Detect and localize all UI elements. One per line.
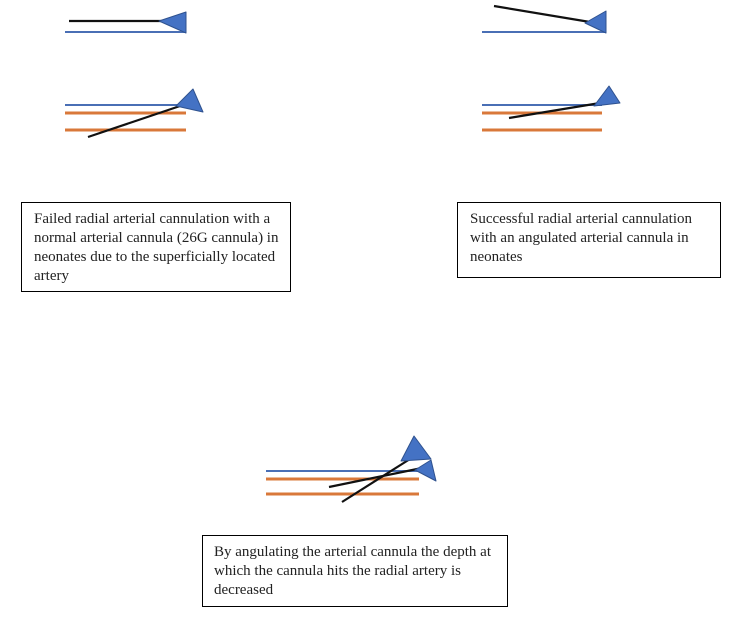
panel-angulated-cannula-skin	[482, 4, 607, 34]
caption-angulating-explanation: By angulating the arterial cannula the d…	[202, 535, 508, 607]
cannula-hub-icon	[175, 88, 204, 113]
panel-normal-cannula-skin	[65, 11, 187, 34]
cannula-hub-icon-normal	[400, 435, 432, 462]
panel-angulated-cannula-artery	[482, 85, 621, 132]
cannula-hub-icon	[593, 85, 621, 107]
caption-failed-cannulation: Failed radial arterial cannulation with …	[21, 202, 291, 292]
cannula-hub-icon	[158, 11, 187, 34]
cannula-hub-icon	[584, 10, 607, 34]
cannula-hub-icon-angulated	[414, 459, 437, 482]
cannula-needle	[87, 102, 187, 139]
cannula-needle-normal	[341, 458, 411, 503]
panel-normal-cannula-artery	[65, 88, 204, 139]
panel-comparison	[266, 435, 437, 503]
caption-successful-cannulation: Successful radial arterial cannulation w…	[457, 202, 721, 278]
cannula-needle	[508, 101, 601, 120]
cannula-needle	[493, 4, 597, 25]
cannula-needle-angulated	[328, 466, 423, 489]
